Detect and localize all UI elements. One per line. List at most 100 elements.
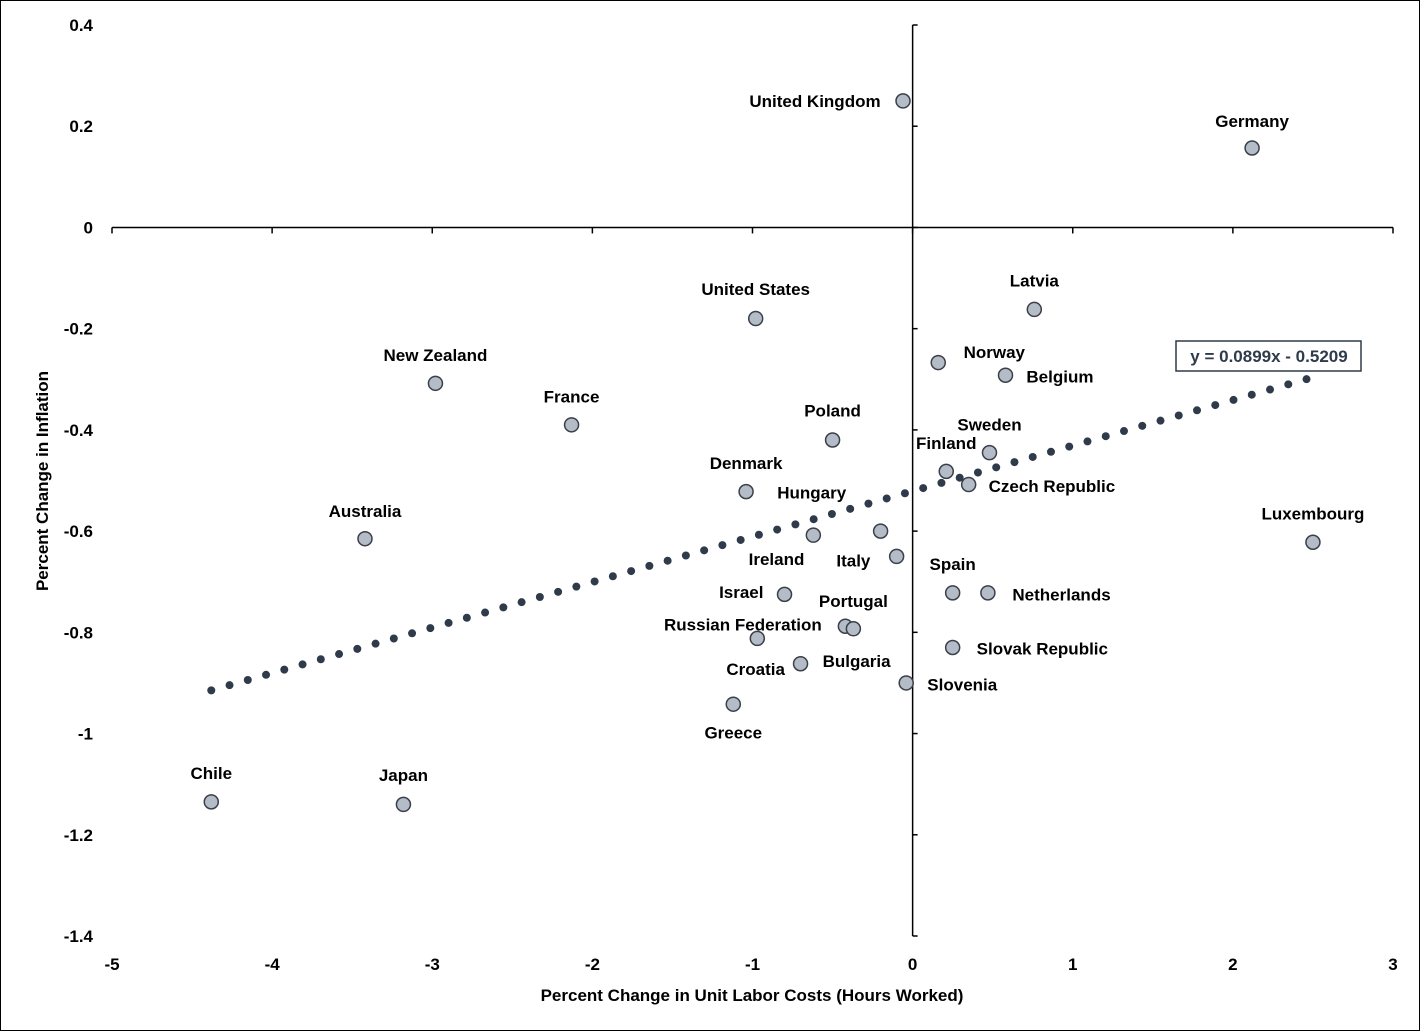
trendline-dot xyxy=(1138,421,1147,430)
x-axis-title: Percent Change in Unit Labor Costs (Hour… xyxy=(541,986,964,1005)
y-tick-label: -1.4 xyxy=(64,927,94,946)
data-point xyxy=(749,630,766,647)
point-label: Czech Republic xyxy=(989,477,1116,496)
trendline-dot xyxy=(1010,458,1019,467)
trendline-dot xyxy=(608,572,617,581)
point-label: Luxembourg xyxy=(1261,504,1364,523)
trendline-dot xyxy=(371,639,380,648)
data-point xyxy=(747,310,764,327)
data-point xyxy=(738,483,754,500)
data-point xyxy=(824,432,841,448)
trendline-dot xyxy=(992,463,1001,472)
trendline-dot xyxy=(1174,411,1183,420)
trendline-dot xyxy=(481,608,490,617)
trendline-dot xyxy=(736,535,745,544)
point-label: Spain xyxy=(930,555,976,574)
y-tick-label: -0.6 xyxy=(64,522,93,541)
trendline-equation: y = 0.0899x - 0.5209 xyxy=(1190,347,1347,366)
data-point xyxy=(357,530,373,547)
trendline-dot xyxy=(335,650,344,659)
trendline-dot xyxy=(554,587,563,596)
data-point xyxy=(1244,140,1260,156)
data-point xyxy=(944,639,961,656)
trendline-dot xyxy=(827,510,836,519)
point-label: Chile xyxy=(190,764,232,783)
point-label: Greece xyxy=(704,724,762,743)
trendline-dot xyxy=(1101,432,1110,441)
point-label: Japan xyxy=(379,766,428,785)
trendline-dot xyxy=(681,551,690,560)
data-point xyxy=(895,93,911,109)
point-label: Australia xyxy=(329,502,402,521)
y-tick-label: 0 xyxy=(84,218,93,237)
data-point xyxy=(792,655,809,672)
trendline-dot xyxy=(864,499,873,508)
x-tick-label: 3 xyxy=(1388,955,1397,974)
data-point xyxy=(997,367,1014,383)
y-tick-label: 0.4 xyxy=(69,16,93,35)
trendline-dot xyxy=(1156,416,1165,425)
trendline-dot xyxy=(353,644,362,653)
point-label: New Zealand xyxy=(383,346,487,365)
trendline-dot xyxy=(426,624,435,633)
trendline-dot xyxy=(462,613,471,622)
trendline-dot xyxy=(1211,401,1220,410)
trendline-dot xyxy=(1247,390,1256,399)
point-label: Poland xyxy=(804,402,861,421)
point-label: Bulgaria xyxy=(823,652,892,671)
point-label: Croatia xyxy=(726,660,785,679)
equation-box xyxy=(1175,340,1362,372)
point-label: Finland xyxy=(916,434,976,453)
x-tick-label: 2 xyxy=(1228,955,1237,974)
trendline-equation-box: y = 0.0899x - 0.5209 xyxy=(1175,340,1362,372)
trendline-dot xyxy=(243,675,252,684)
trendline-dot xyxy=(1119,427,1128,436)
data-point xyxy=(427,375,444,392)
trendline-dot xyxy=(1065,442,1074,451)
data-point xyxy=(872,523,889,539)
trendline-dot xyxy=(882,494,891,503)
trendline-dot xyxy=(590,577,599,586)
data-point xyxy=(980,585,996,601)
data-point xyxy=(981,444,998,461)
data-point xyxy=(930,354,946,371)
y-tick-label: -1.2 xyxy=(64,826,93,845)
trendline-dot xyxy=(225,681,234,690)
trendline-dot xyxy=(316,655,325,664)
point-label: United States xyxy=(701,280,810,299)
trendline-dot xyxy=(444,618,453,627)
point-label: United Kingdom xyxy=(749,92,880,111)
point-label: Russian Federation xyxy=(664,616,822,635)
trendline-dot xyxy=(919,484,928,493)
trendline-dot xyxy=(700,546,709,555)
point-label: Israel xyxy=(719,583,763,602)
point-label: Slovak Republic xyxy=(977,640,1108,659)
data-point xyxy=(888,548,905,565)
trendline-dot xyxy=(1046,447,1055,456)
y-tick-label: -0.2 xyxy=(64,320,93,339)
data-point xyxy=(938,463,955,480)
point-label: Portugal xyxy=(819,592,888,611)
data-point xyxy=(898,675,914,691)
data-point xyxy=(563,417,580,433)
trendline-dot xyxy=(499,603,508,612)
point-label: Belgium xyxy=(1026,368,1093,387)
point-labels: United Kingdom Germany Latvia United States… xyxy=(190,92,1364,785)
trendline-dot xyxy=(1302,375,1311,384)
point-label: Hungary xyxy=(777,484,847,503)
point-label: Denmark xyxy=(710,454,783,473)
point-label: France xyxy=(544,387,600,406)
trendline-dot xyxy=(517,598,526,607)
trendline-dot xyxy=(754,530,763,539)
point-label: Germany xyxy=(1215,112,1289,131)
trendline-dot xyxy=(1028,452,1037,461)
trendline-dot xyxy=(809,515,818,524)
y-tick-label: -1 xyxy=(78,725,93,744)
data-point xyxy=(960,476,977,493)
trendline-dot xyxy=(535,593,544,602)
data-points xyxy=(203,93,1321,813)
trendline-dot xyxy=(627,567,636,576)
trendline-dot xyxy=(900,489,909,498)
trendline-dot xyxy=(937,478,946,487)
